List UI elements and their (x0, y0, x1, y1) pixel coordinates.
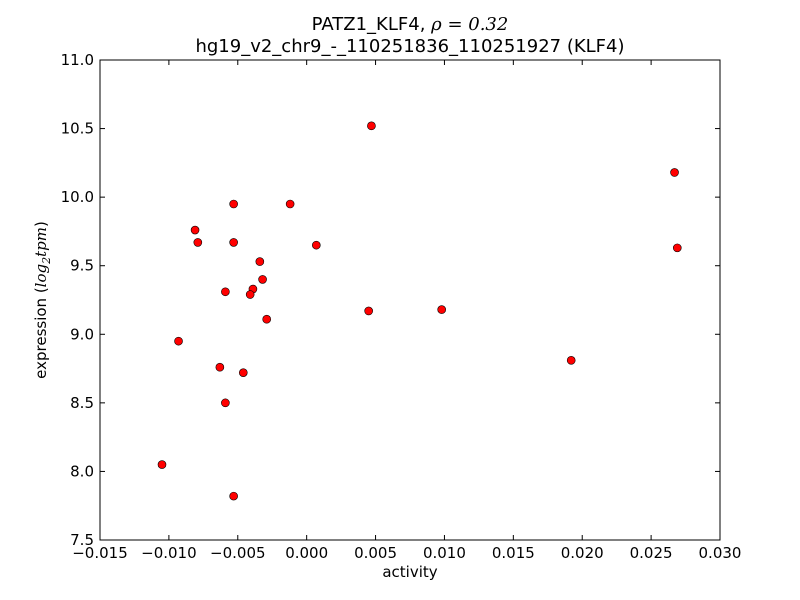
data-point (245, 290, 255, 299)
x-tick-label: 0.030 (699, 544, 742, 562)
x-tick-label: 0.010 (423, 544, 466, 562)
data-point (190, 225, 200, 235)
x-tick-label: 0.015 (492, 544, 535, 562)
y-axis-label-log: log (32, 264, 50, 287)
data-point (672, 243, 682, 253)
data-point (221, 398, 230, 408)
y-tick-label: 10.0 (61, 188, 94, 206)
data-point (258, 275, 267, 284)
data-point (221, 287, 230, 297)
x-axis-label: activity (382, 563, 437, 581)
y-tick-label: 8.5 (70, 394, 94, 412)
data-point (285, 199, 295, 209)
chart-title-line1: PATZ1_KLF4, ρ = 0.32 (312, 14, 509, 35)
data-point (229, 199, 238, 209)
data-point (437, 305, 446, 314)
x-tick-label: 0.005 (354, 544, 397, 562)
x-tick-label: 0.000 (285, 544, 328, 562)
data-point (238, 368, 248, 377)
y-tick-label: 11.0 (61, 51, 94, 69)
y-axis-label-close: ) (32, 221, 50, 227)
chart-title-text: PATZ1_KLF4, (312, 14, 431, 35)
y-axis-ticks: 7.5 8.0 8.5 9.0 9.5 10.0 10.5 11.0 (61, 51, 720, 549)
x-tick-label: −0.005 (210, 544, 266, 562)
data-points (157, 121, 682, 501)
data-point (157, 460, 167, 469)
data-point (670, 168, 679, 177)
data-point (215, 362, 225, 372)
y-tick-label: 9.0 (70, 325, 94, 343)
x-axis-ticks: −0.015 −0.010 −0.005 0.000 0.005 0.010 0.015 0.… (72, 60, 741, 562)
y-tick-label: 7.5 (70, 531, 94, 549)
y-tick-label: 9.5 (70, 257, 94, 275)
data-point (312, 240, 321, 250)
plot-frame (99, 59, 721, 541)
y-axis-label-text: expression ( (32, 287, 50, 379)
data-point (229, 238, 238, 247)
y-axis-label-tpm: tpm (32, 227, 50, 257)
data-point (364, 306, 373, 316)
data-point (262, 314, 272, 324)
x-tick-label: 0.025 (630, 544, 673, 562)
chart-title-rho: ρ = 0.32 (430, 14, 508, 35)
y-tick-label: 8.0 (70, 462, 94, 480)
plot-area (100, 60, 720, 540)
y-axis-label-sub: 2 (40, 257, 53, 265)
data-point (174, 336, 183, 346)
data-point (367, 121, 376, 131)
data-point (566, 356, 576, 365)
data-point (193, 238, 203, 247)
data-point (255, 257, 265, 266)
y-axis-label: expression (log2tpm) (32, 221, 53, 379)
chart-title-line2: hg19_v2_chr9_-_110251836_110251927 (KLF4… (195, 36, 624, 57)
x-tick-label: 0.020 (561, 544, 604, 562)
data-point (229, 491, 238, 501)
x-tick-label: −0.015 (72, 544, 128, 562)
x-tick-label: −0.010 (141, 544, 197, 562)
y-tick-label: 10.5 (61, 120, 94, 138)
